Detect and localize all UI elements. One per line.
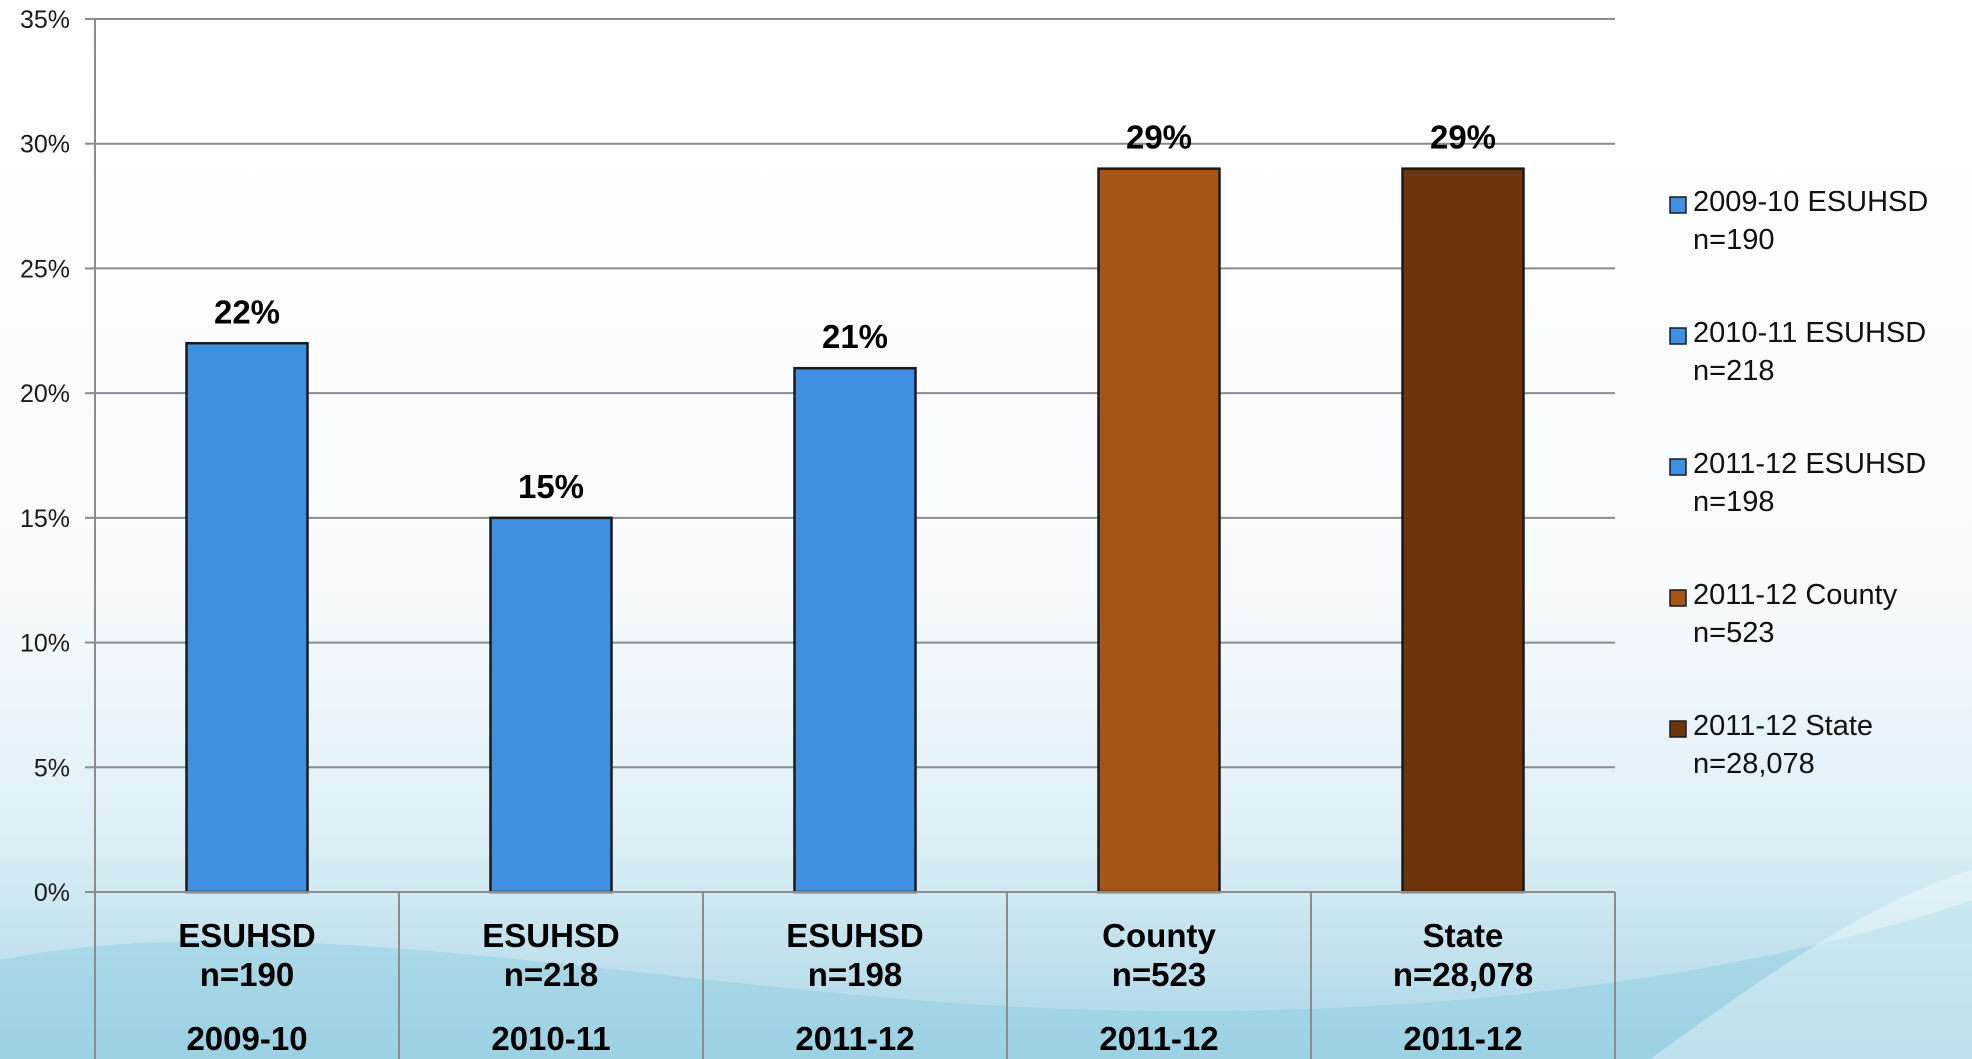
legend-swatch: [1669, 327, 1687, 345]
y-axis: 0% 5% 10% 15% 20% 25% 30% 35%: [20, 6, 96, 1059]
legend-label: 2011-12 County: [1693, 579, 1898, 611]
legend-sublabel: n=198: [1693, 486, 1774, 518]
background-wave-light: [1650, 870, 1972, 1059]
y-tick-label: 25%: [20, 255, 70, 283]
category-n: n=28,078: [1393, 956, 1533, 993]
legend-swatch: [1669, 196, 1687, 214]
legend-sublabel: n=523: [1693, 617, 1774, 649]
category-year: 2011-12: [795, 1020, 914, 1057]
background-wave: [0, 900, 1972, 1059]
bars: [185, 167, 1525, 894]
data-label: 29%: [1430, 119, 1496, 156]
bar: [185, 342, 309, 894]
category-name: ESUHSD: [786, 917, 924, 954]
y-tick-label: 15%: [20, 505, 70, 533]
legend-sublabel: n=28,078: [1693, 748, 1815, 780]
y-tick-label: 10%: [20, 630, 70, 658]
category-name: State: [1423, 917, 1504, 954]
y-tick-label: 30%: [20, 131, 70, 159]
bar: [489, 516, 613, 894]
legend-swatch: [1669, 458, 1687, 476]
category-n: n=218: [504, 956, 599, 993]
legend-swatch: [1669, 720, 1687, 738]
y-tick-label: 35%: [20, 6, 70, 34]
category-name: County: [1102, 917, 1216, 954]
category-name: ESUHSD: [482, 917, 620, 954]
bar: [1097, 167, 1221, 894]
category-year: 2009-10: [186, 1020, 307, 1057]
data-label: 21%: [822, 318, 888, 355]
y-tick-label: 0%: [34, 879, 70, 907]
bar: [1401, 167, 1525, 894]
category-table: ESUHSDn=1902009-10ESUHSDn=2182010-11ESUH…: [95, 891, 1616, 1059]
category-name: ESUHSD: [178, 917, 316, 954]
category-n: n=198: [808, 956, 903, 993]
y-tick-label: 5%: [34, 754, 70, 782]
data-label: 15%: [518, 468, 584, 505]
category-n: n=190: [200, 956, 295, 993]
legend-label: 2011-12 ESUHSD: [1693, 448, 1926, 480]
legend-label: 2009-10 ESUHSD: [1693, 186, 1928, 218]
data-label: 22%: [214, 293, 280, 330]
legend-label: 2011-12 State: [1693, 710, 1873, 742]
legend-label: 2010-11 ESUHSD: [1693, 317, 1926, 349]
bar: [793, 366, 917, 894]
y-tick-label: 20%: [20, 380, 70, 408]
category-year: 2011-12: [1403, 1020, 1522, 1057]
legend-sublabel: n=190: [1693, 224, 1774, 256]
legend: 2009-10 ESUHSD n=190 2010-11 ESUHSD n=218 20…: [1669, 186, 1928, 780]
category-year: 2010-11: [491, 1020, 610, 1057]
category-n: n=523: [1112, 956, 1207, 993]
legend-sublabel: n=218: [1693, 355, 1774, 387]
data-label: 29%: [1126, 119, 1192, 156]
legend-swatch: [1669, 589, 1687, 607]
category-year: 2011-12: [1099, 1020, 1218, 1057]
data-labels: 22% 15% 21% 29% 29%: [214, 119, 1496, 505]
